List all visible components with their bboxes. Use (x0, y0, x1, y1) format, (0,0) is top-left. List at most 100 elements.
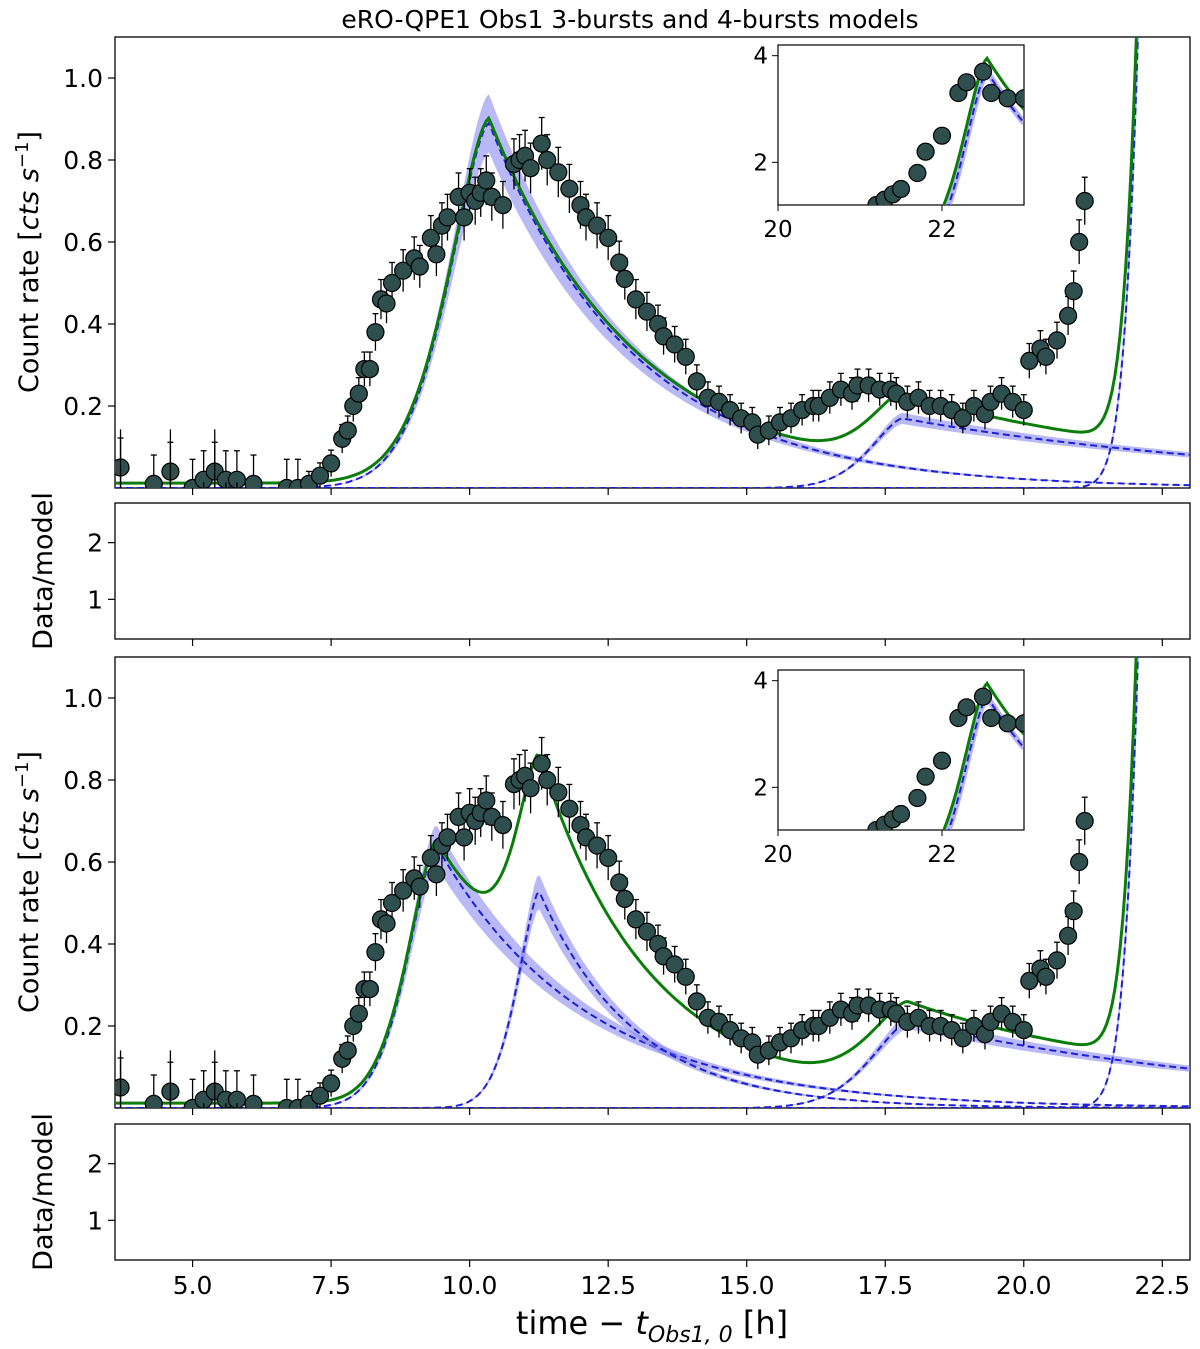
top-inset-point (982, 83, 1001, 103)
top-ratio-point (710, 586, 727, 603)
bottom-ratio-point (406, 1199, 423, 1216)
bottom-data-point (1047, 951, 1067, 970)
bottom-main-ytick-label: 0.4 (63, 930, 103, 959)
bottom-data-point (1036, 967, 1056, 986)
top-data-point (493, 196, 512, 215)
bottom-ratio-point (611, 1195, 628, 1212)
bottom-data-point (953, 1029, 972, 1048)
bottom-ratio-point (783, 1185, 800, 1202)
bottom-ratio-point (699, 1207, 716, 1224)
top-ratio-point (771, 579, 788, 596)
bottom-component-line-2 (115, 890, 1190, 1108)
bottom-main-frame (114, 656, 1191, 1109)
bottom-ratio-point (561, 1206, 578, 1223)
top-ratio-ylabel: Data/model (28, 492, 59, 650)
top-ratio-point (888, 590, 905, 607)
top-data-point (1064, 282, 1083, 301)
bottom-ratio-point (505, 1200, 522, 1217)
top-ratio-point (810, 549, 827, 566)
bottom-ratio-point (478, 1188, 495, 1205)
bottom-ratio-xtick-label: 15.0 (719, 1271, 775, 1300)
bottom-ratio-point (771, 1194, 788, 1211)
top-data-point (1075, 191, 1094, 211)
top-ratio-point (1021, 534, 1038, 551)
bottom-data-point (1058, 926, 1078, 945)
top-rate-ylabel: Count rate [cts s−1] (12, 131, 45, 393)
top-ratio-point (422, 546, 439, 563)
top-ratio-point (921, 594, 938, 611)
bottom-data-point (427, 865, 446, 884)
bottom-data-point (144, 1094, 163, 1108)
top-component-line-2 (115, 417, 1190, 488)
top-ratio-point (965, 586, 982, 603)
bottom-ratio-point (794, 1172, 811, 1189)
bottom-data-point (610, 873, 629, 892)
top-ratio-point (433, 567, 450, 584)
top-ratio-point (794, 557, 811, 574)
bottom-ratio-point (627, 1198, 644, 1215)
top-ratio-point (666, 570, 683, 587)
bottom-inset-ytick-label: 4 (753, 669, 768, 695)
bottom-ratio-point (517, 1209, 534, 1226)
top-inset-point (998, 89, 1017, 108)
top-ratio-point (899, 595, 916, 612)
top-ratio-point (616, 567, 633, 584)
bottom-ratio-point (300, 1227, 317, 1244)
bottom-inset-point (998, 714, 1017, 733)
bottom-ratio-point (1004, 1204, 1021, 1221)
top-ratio-point (722, 587, 739, 604)
bottom-ratio-xtick-label: 5.0 (173, 1271, 213, 1300)
bottom-ratio-xtick-label: 22.5 (1134, 1271, 1190, 1300)
bottom-ratio-point (217, 1174, 234, 1191)
top-data-point (421, 228, 440, 247)
bottom-data-point (421, 848, 440, 868)
bottom-ratio-point (744, 1206, 761, 1223)
top-data-point (454, 208, 474, 227)
top-data-point (637, 302, 657, 321)
bottom-data-point (1064, 902, 1083, 921)
top-ratio-ytick-label: 2 (87, 529, 103, 558)
bottom-inset-point (982, 708, 1001, 728)
top-data-point (549, 163, 568, 182)
bottom-ratio-point (467, 1194, 484, 1211)
top-ratio-point (1015, 579, 1032, 596)
top-ratio-point (517, 582, 534, 599)
bottom-ratio-point (312, 1159, 329, 1176)
top-data-point (144, 474, 163, 488)
x-axis-label: time − tObs1, 0 [h] (516, 1304, 788, 1348)
top-ratio-point (195, 553, 212, 570)
top-data-point (366, 323, 385, 342)
top-data-point (1058, 306, 1078, 325)
top-ratio-ytick-label: 1 (87, 585, 103, 614)
top-data-point (338, 421, 357, 440)
bottom-ratio-point (849, 1177, 866, 1194)
bottom-data-point (477, 791, 496, 810)
top-ratio-point (943, 593, 960, 610)
bottom-data-point (493, 815, 512, 835)
bottom-inset-point (891, 804, 911, 824)
top-inset-point (1014, 89, 1024, 108)
top-ratio-point (611, 564, 628, 581)
bottom-inset-point (1014, 714, 1024, 733)
top-ratio-point (533, 572, 550, 589)
top-ratio-point (688, 581, 705, 598)
bottom-ratio-point (677, 1194, 694, 1211)
bottom-ratio-point (289, 1249, 306, 1266)
bottom-main-ytick-label: 0.6 (63, 848, 103, 877)
top-data-point (410, 257, 429, 276)
bottom-ratio-xtick-label: 12.5 (580, 1271, 636, 1300)
bottom-ratio-point (483, 1193, 500, 1210)
top-data-point (477, 171, 496, 190)
bottom-ratio-point (943, 1221, 960, 1238)
bottom-ratio-point (550, 1208, 567, 1225)
top-data-point (560, 179, 579, 198)
bottom-data-point (1070, 852, 1089, 872)
top-ratio-point (650, 569, 667, 586)
bottom-ratio-point (1037, 1161, 1054, 1178)
top-ratio-point (783, 570, 800, 587)
top-ratio-point (511, 586, 528, 603)
top-ratio-point (1004, 575, 1021, 592)
top-ratio-point (910, 591, 927, 608)
